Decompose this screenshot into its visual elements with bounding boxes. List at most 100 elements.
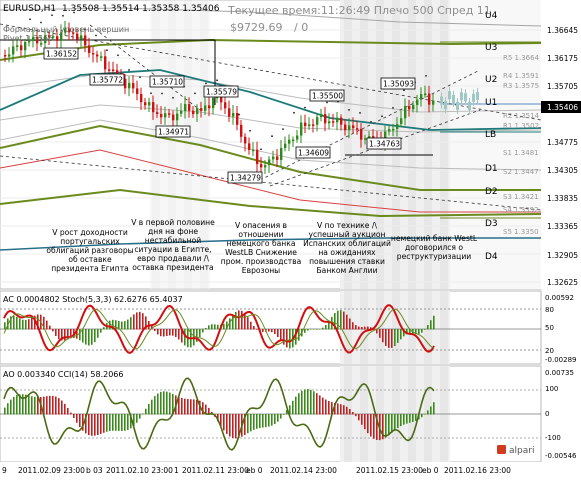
fractal-dot bbox=[172, 96, 174, 99]
ac-bar bbox=[19, 318, 21, 330]
ac-bar bbox=[337, 310, 339, 330]
ac-bar bbox=[31, 317, 33, 330]
ac-bar bbox=[28, 319, 30, 330]
candle-body bbox=[300, 122, 303, 136]
cci-tick: 100 bbox=[545, 385, 558, 393]
pivot-label-d3: D3 bbox=[485, 219, 498, 229]
ac-stoch-pane[interactable]: AC 0.0004802 Stoch(5,3,3) 62.6276 65.403… bbox=[0, 290, 576, 365]
pivot-label-d2: D2 bbox=[485, 187, 498, 197]
ao-bar bbox=[307, 389, 309, 415]
ac-bar bbox=[61, 329, 63, 341]
ao-bar bbox=[376, 414, 378, 441]
ao-bar bbox=[430, 406, 432, 415]
candle-body bbox=[188, 104, 191, 111]
ao-bar bbox=[91, 414, 93, 436]
channel-line bbox=[269, 109, 481, 187]
ac-bar bbox=[403, 329, 405, 337]
price-tick: 1.36645 bbox=[547, 26, 578, 35]
ac-bar bbox=[406, 329, 408, 335]
fractal-dot bbox=[293, 111, 295, 114]
stoch-tick: 50 bbox=[545, 324, 554, 332]
ao-bar bbox=[49, 395, 51, 415]
ac-bar bbox=[340, 310, 342, 330]
time-tick: 1 bbox=[174, 466, 179, 475]
ao-bar bbox=[97, 414, 99, 435]
ac-bar bbox=[82, 329, 84, 343]
pivot-label-lb: LB bbox=[485, 130, 496, 140]
ac-bar bbox=[397, 329, 399, 343]
ac-bar bbox=[199, 329, 201, 338]
time-axis[interactable]: 9 2011.02.09 23:00 b 03 2011.02.10 23:00… bbox=[0, 462, 581, 480]
ac-bar bbox=[34, 315, 36, 330]
candle-body bbox=[208, 105, 211, 109]
ac-bar bbox=[418, 329, 420, 335]
price-tick: 1.35705 bbox=[547, 82, 578, 91]
ao-bar bbox=[16, 395, 18, 415]
ac-bar bbox=[166, 329, 168, 337]
fractal-dot bbox=[282, 128, 284, 131]
equity-readout: $9729.69 bbox=[230, 21, 283, 34]
ac-bar bbox=[310, 328, 312, 330]
price-callout-box bbox=[149, 75, 185, 88]
candle-body bbox=[408, 106, 411, 110]
ao-bar bbox=[238, 414, 240, 438]
ao-bar bbox=[268, 414, 270, 427]
candle-body bbox=[24, 42, 27, 51]
grid-lines bbox=[0, 29, 541, 283]
candle-body bbox=[312, 124, 315, 126]
ao-bar bbox=[373, 414, 375, 439]
candle-body bbox=[364, 138, 367, 140]
ao-cci-pane[interactable]: AO 0.003340 CCI(14) 58.2066 0.00735 100 … bbox=[0, 365, 577, 463]
ac-bar bbox=[373, 329, 375, 330]
price-tick: 1.34305 bbox=[547, 166, 578, 175]
candle-body bbox=[232, 113, 235, 117]
ao-bar bbox=[388, 414, 390, 436]
ac-bar bbox=[319, 328, 321, 330]
fractal-dot bbox=[260, 148, 262, 151]
fractal-dot bbox=[359, 112, 361, 114]
ao-bar bbox=[85, 414, 87, 434]
cci-tick: 0 bbox=[545, 410, 549, 418]
candle-body bbox=[368, 136, 371, 139]
level-s2: S2 1.3447 bbox=[503, 168, 539, 176]
price-callout-box bbox=[380, 77, 416, 90]
regression-curve bbox=[0, 149, 541, 213]
candle-body bbox=[268, 159, 271, 166]
fractal-dot bbox=[95, 34, 97, 37]
ao-bar bbox=[34, 396, 36, 415]
ac-bar bbox=[361, 326, 363, 330]
candle-body bbox=[348, 125, 351, 131]
ao-bar bbox=[298, 393, 300, 415]
ac-bar bbox=[352, 322, 354, 330]
ac-bar bbox=[424, 329, 426, 330]
ao-bar bbox=[7, 403, 9, 415]
ao-bar bbox=[202, 402, 204, 415]
ac-bar bbox=[226, 321, 228, 330]
fractal-dot bbox=[29, 18, 31, 21]
ao-bar bbox=[325, 399, 327, 415]
ao-bar bbox=[100, 414, 102, 434]
ac-bar bbox=[415, 329, 417, 335]
candle-body bbox=[276, 156, 279, 160]
candle-body bbox=[144, 102, 147, 106]
ao-bar bbox=[154, 396, 156, 415]
fractal-dot bbox=[392, 106, 394, 109]
candle-body bbox=[352, 125, 355, 129]
candle-body bbox=[92, 53, 95, 55]
candle-body bbox=[68, 28, 71, 33]
price-pane[interactable]: 1.36152 1.35772 1.35710 1.34971 1.35579 1.342… bbox=[0, 0, 542, 290]
ac-bar bbox=[433, 315, 435, 330]
fractal-dot bbox=[326, 101, 328, 104]
ac-bar bbox=[400, 329, 402, 340]
overlay-note-1: Формальный уровень вершин bbox=[3, 25, 129, 34]
candle-body bbox=[432, 100, 435, 105]
candle-body bbox=[308, 124, 311, 127]
level-s3: S3 1.3421 bbox=[503, 193, 539, 201]
ao-bar bbox=[160, 391, 162, 415]
ao-bar bbox=[79, 414, 81, 428]
price-axis[interactable]: 1.36645 1.36175 1.35705 1.35406 1.34775 … bbox=[541, 0, 581, 289]
candle-body bbox=[212, 98, 215, 109]
candle-body bbox=[12, 46, 15, 55]
